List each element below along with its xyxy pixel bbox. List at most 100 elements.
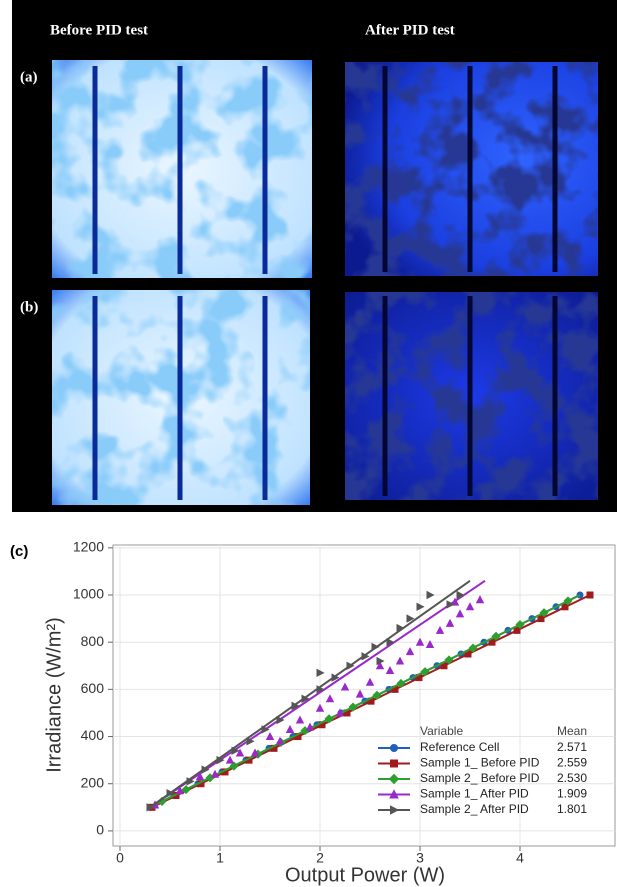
point xyxy=(301,694,310,704)
legend-marker xyxy=(390,744,398,752)
point xyxy=(343,709,351,717)
point xyxy=(318,721,326,729)
point xyxy=(275,736,285,745)
point xyxy=(285,724,295,733)
y-tick-label: 1000 xyxy=(73,586,104,602)
point xyxy=(444,655,454,665)
point xyxy=(355,689,365,698)
legend-marker xyxy=(390,759,398,768)
plot-area xyxy=(112,544,616,847)
point xyxy=(395,656,405,665)
point xyxy=(201,765,210,774)
y-tick-label: 0 xyxy=(96,822,104,838)
point xyxy=(491,631,501,641)
point xyxy=(270,744,278,752)
point xyxy=(456,590,465,600)
point xyxy=(245,756,253,764)
point xyxy=(225,755,235,764)
legend-marker xyxy=(389,789,399,799)
point xyxy=(450,597,460,606)
point xyxy=(346,661,355,670)
y-tick-label: 1200 xyxy=(73,539,104,555)
point xyxy=(294,733,302,741)
point xyxy=(157,796,167,806)
y-tick-label: 800 xyxy=(81,633,105,649)
legend-mean: 2.559 xyxy=(557,756,587,770)
point xyxy=(415,637,425,646)
point xyxy=(340,682,350,691)
point xyxy=(261,725,270,734)
point xyxy=(445,618,455,627)
point xyxy=(385,665,395,674)
point xyxy=(305,722,315,731)
x-tick-label: 1 xyxy=(216,850,224,866)
point xyxy=(367,697,375,705)
panel-label: After PID test xyxy=(365,22,455,38)
x-tick-label: 4 xyxy=(516,850,524,866)
point xyxy=(513,626,521,634)
point xyxy=(195,772,205,781)
panel-label: (a) xyxy=(20,69,38,85)
point xyxy=(181,785,191,795)
point xyxy=(515,619,525,630)
point xyxy=(210,769,220,778)
point xyxy=(186,777,195,786)
point xyxy=(537,615,545,623)
legend-label: Sample 2_ After PID xyxy=(420,802,529,816)
panel-label: Before PID test xyxy=(50,22,148,38)
point xyxy=(221,768,229,776)
y-tick-label: 600 xyxy=(81,680,105,696)
x-tick-label: 3 xyxy=(416,850,424,866)
y-tick-label: 400 xyxy=(81,727,105,743)
point xyxy=(406,614,415,623)
x-tick-label: 0 xyxy=(116,850,124,866)
point xyxy=(415,674,423,682)
point xyxy=(348,702,358,712)
legend-label: Sample 1_ Before PID xyxy=(420,756,540,770)
point xyxy=(246,737,255,746)
legend-label: Sample 1_ After PID xyxy=(420,787,529,801)
point xyxy=(331,673,340,682)
point xyxy=(295,715,305,724)
legend-marker xyxy=(388,773,400,785)
x-tick-label: 2 xyxy=(316,850,324,866)
point xyxy=(376,656,385,666)
legend-title: Variable xyxy=(420,724,463,738)
point xyxy=(291,701,300,711)
point xyxy=(464,650,472,658)
legend-mean: 1.801 xyxy=(557,802,587,816)
el-image xyxy=(52,60,598,505)
point xyxy=(371,642,380,652)
point xyxy=(146,803,155,812)
point xyxy=(435,625,445,634)
legend-label: Sample 2_ Before PID xyxy=(420,771,540,785)
point xyxy=(420,667,430,677)
y-axis-label: Irradiance (W/m²) xyxy=(43,617,65,773)
point xyxy=(475,595,485,604)
y-tick-label: 200 xyxy=(81,774,105,790)
point xyxy=(455,609,465,618)
point xyxy=(197,780,205,788)
legend-marker xyxy=(390,805,400,815)
point xyxy=(396,678,406,689)
panel-label: (b) xyxy=(20,299,38,315)
point xyxy=(539,608,549,618)
point xyxy=(365,677,375,686)
x-axis-label: Output Power (W) xyxy=(285,864,445,886)
point xyxy=(324,714,334,724)
point xyxy=(375,661,385,670)
point xyxy=(563,596,573,606)
point xyxy=(265,731,275,741)
point xyxy=(468,643,478,653)
legend-label: Reference Cell xyxy=(420,740,499,754)
point xyxy=(166,788,175,798)
point xyxy=(488,638,496,646)
point xyxy=(465,602,475,611)
point xyxy=(361,652,370,661)
point xyxy=(325,694,335,703)
fit-line xyxy=(149,594,581,809)
point xyxy=(416,602,425,612)
legend-title: Mean xyxy=(557,724,587,738)
